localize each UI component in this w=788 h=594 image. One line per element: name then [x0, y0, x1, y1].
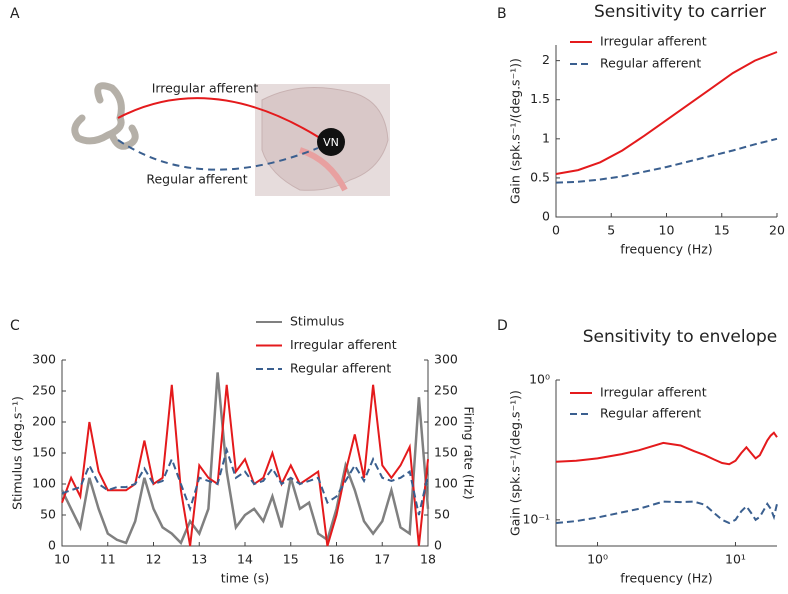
- regular-label: Regular afferent: [146, 172, 247, 187]
- x-axis-label: time (s): [221, 571, 269, 586]
- y2-tick-label: 150: [434, 445, 458, 460]
- legend-label: Irregular afferent: [600, 385, 707, 400]
- vn-label: VN: [323, 136, 339, 149]
- panel-label: A: [10, 6, 20, 22]
- inner-ear: [71, 82, 139, 150]
- y-tick-label: 1: [542, 130, 550, 145]
- legend-label: Regular afferent: [600, 406, 701, 421]
- y-axis-label: Stimulus (deg.s⁻¹): [10, 396, 25, 510]
- series-line: [60, 372, 430, 546]
- series-line: [61, 384, 429, 547]
- legend-label: Irregular afferent: [290, 337, 397, 352]
- legend-label: Regular afferent: [600, 56, 701, 71]
- series-line: [555, 500, 778, 525]
- y-tick-label: 250: [32, 383, 56, 398]
- chart-title: Sensitivity to carrier: [594, 2, 766, 22]
- axis-line: [555, 380, 777, 547]
- y-tick-label: 50: [40, 507, 56, 522]
- legend-label: Regular afferent: [290, 361, 391, 376]
- x-tick-label: 14: [237, 552, 253, 567]
- y2-tick-label: 0: [434, 538, 442, 553]
- x-tick-label: 18: [420, 552, 436, 567]
- regular-pathway: [117, 139, 319, 171]
- series-line: [61, 446, 429, 516]
- y-tick-label: 10⁻¹: [522, 511, 550, 526]
- y-axis-label: Gain (spk.s⁻¹/(deg.s⁻¹)): [508, 58, 523, 204]
- x-tick-label: 11: [100, 552, 116, 567]
- chart-title: Sensitivity to envelope: [583, 327, 778, 347]
- y2-tick-label: 200: [434, 414, 458, 429]
- y-tick-label: 300: [32, 352, 56, 367]
- legend-label: Stimulus: [290, 314, 344, 329]
- y-tick-label: 200: [32, 414, 56, 429]
- panel-label: C: [10, 318, 20, 334]
- irregular-label: Irregular afferent: [152, 81, 259, 96]
- y-tick-label: 2: [542, 52, 550, 67]
- x-tick-label: 20: [769, 223, 785, 238]
- x-tick-label: 16: [329, 552, 345, 567]
- series-line: [555, 51, 778, 175]
- legend-label: Irregular afferent: [600, 34, 707, 49]
- series-line: [555, 431, 778, 466]
- y-tick-label: 0: [542, 209, 550, 224]
- y-tick-label: 1.5: [530, 91, 550, 106]
- y-axis-label: Gain (spk.s⁻¹/(deg.s⁻¹)): [508, 390, 523, 536]
- panel-label: D: [497, 318, 508, 334]
- x-tick-label: 10⁰: [587, 552, 608, 567]
- x-tick-label: 10: [659, 223, 675, 238]
- x-tick-label: 10: [54, 552, 70, 567]
- y-tick-label: 0.5: [530, 169, 550, 184]
- y-tick-label: 0: [48, 538, 56, 553]
- y2-tick-label: 250: [434, 383, 458, 398]
- x-axis-label: frequency (Hz): [620, 242, 712, 257]
- y-tick-label: 100: [32, 476, 56, 491]
- y2-tick-label: 50: [434, 507, 450, 522]
- x-tick-label: 15: [714, 223, 730, 238]
- axis-line: [555, 45, 777, 218]
- y2-tick-label: 300: [434, 352, 458, 367]
- irregular-pathway: [117, 97, 321, 139]
- x-tick-label: 15: [283, 552, 299, 567]
- x-tick-label: 5: [607, 223, 615, 238]
- y-tick-label: 150: [32, 445, 56, 460]
- y2-tick-label: 100: [434, 476, 458, 491]
- x-tick-label: 0: [552, 223, 560, 238]
- y2-axis-label: Firing rate (Hz): [462, 406, 477, 499]
- illustration: A VN Irregular afferent Regular afferent: [10, 6, 390, 196]
- x-tick-label: 10¹: [725, 552, 746, 567]
- x-axis-label: frequency (Hz): [620, 571, 712, 586]
- y-tick-label: 10⁰: [529, 372, 550, 387]
- panel-label: B: [497, 6, 507, 22]
- x-tick-label: 17: [374, 552, 390, 567]
- vn-node: [317, 128, 345, 156]
- series-line: [555, 137, 778, 184]
- x-tick-label: 13: [191, 552, 207, 567]
- x-tick-label: 12: [146, 552, 162, 567]
- brainstem: [298, 147, 348, 192]
